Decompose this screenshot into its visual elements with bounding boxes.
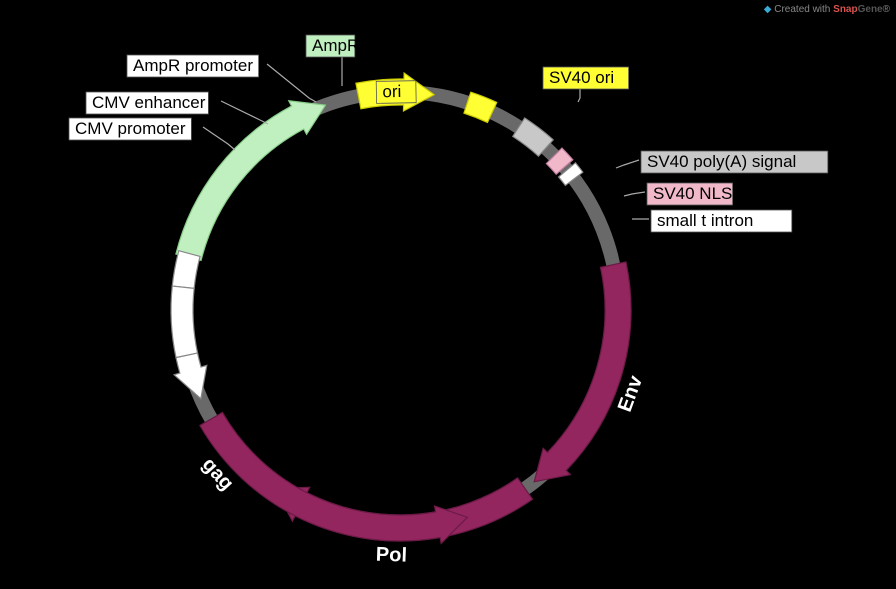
label-SV40 NLS: SV40 NLS xyxy=(647,183,733,205)
label-CMV promoter: CMV promoter xyxy=(69,118,191,140)
feature-CMV enhancer xyxy=(171,286,198,358)
label-AmpR: AmpR xyxy=(306,35,359,57)
leader-AmpR promoter xyxy=(267,64,316,102)
svg-text:small t intron: small t intron xyxy=(657,211,753,230)
arc-label-Pol: Pol xyxy=(376,544,408,567)
svg-text:SV40 poly(A) signal: SV40 poly(A) signal xyxy=(647,152,796,171)
feature-Env xyxy=(534,262,631,482)
label-SV40 ori: SV40 ori xyxy=(543,67,629,89)
svg-text:AmpR promoter: AmpR promoter xyxy=(133,56,253,75)
watermark-prefix: Created with xyxy=(774,4,833,15)
watermark-brand1: Snap xyxy=(833,4,857,15)
leader-CMV enhancer xyxy=(221,101,268,124)
watermark-reg: ® xyxy=(883,4,890,15)
leader-SV40 poly(A) signal xyxy=(616,160,639,168)
feature-AmpR xyxy=(176,101,326,261)
label-AmpR promoter: AmpR promoter xyxy=(127,55,259,77)
label-SV40 poly(A) signal: SV40 poly(A) signal xyxy=(641,151,828,173)
snapgene-watermark: ◆ Created with SnapGene® xyxy=(764,4,890,15)
svg-text:CMV promoter: CMV promoter xyxy=(75,119,186,138)
leader-CMV promoter xyxy=(203,127,235,150)
watermark-brand2: Gene xyxy=(858,4,883,15)
svg-text:ori: ori xyxy=(382,82,401,101)
plasmid-map: AmpR AmpR promoter CMV enhancer CMV promote… xyxy=(0,0,896,589)
feature-gag xyxy=(200,413,467,544)
svg-text:AmpR: AmpR xyxy=(312,36,359,55)
svg-text:SV40 ori: SV40 ori xyxy=(549,68,614,87)
svg-text:SV40 NLS: SV40 NLS xyxy=(653,184,732,203)
feature-AmpR promoter xyxy=(172,251,200,289)
label-small t intron: small t intron xyxy=(651,210,792,232)
label-CMV enhancer: CMV enhancer xyxy=(86,92,208,114)
svg-text:CMV enhancer: CMV enhancer xyxy=(92,93,206,112)
label-ori: ori xyxy=(376,81,416,104)
leader-SV40 NLS xyxy=(624,192,645,196)
watermark-icon: ◆ xyxy=(764,4,772,15)
